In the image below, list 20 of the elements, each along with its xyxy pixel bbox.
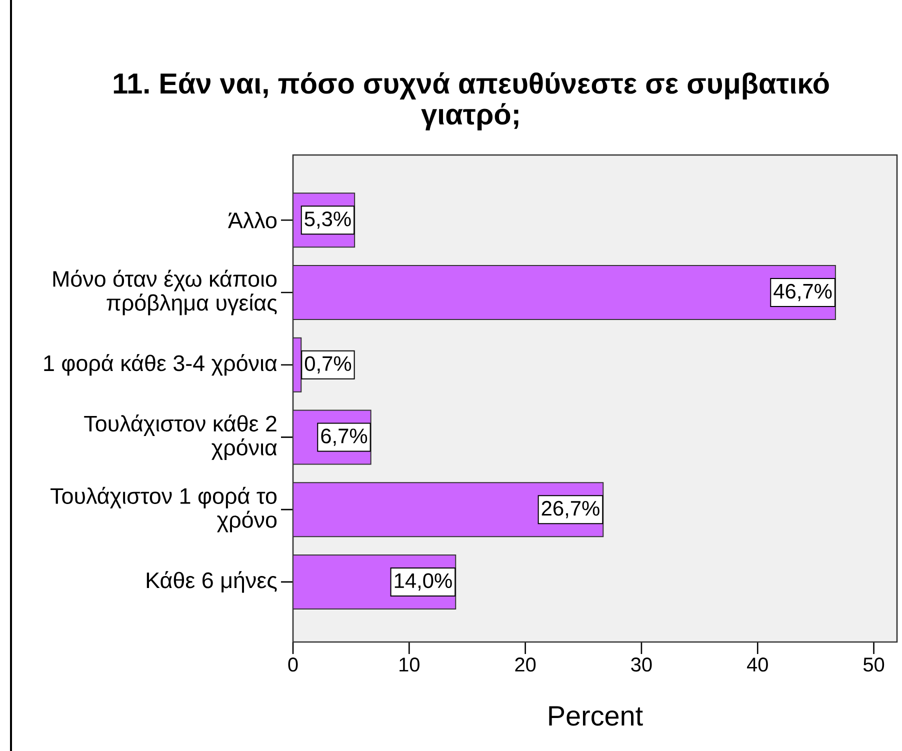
data-label: 14,0% xyxy=(394,573,452,591)
chart-title: 11. Εάν ναι, πόσο συχνά απευθύνεστε σε συμβατικό γιατρό; xyxy=(114,72,829,130)
y-tick-label: Άλλο xyxy=(228,212,277,228)
data-label: 26,7% xyxy=(542,500,600,518)
x-tick-label: 30 xyxy=(631,658,652,672)
y-tick-label: 1 φορά κάθε 3-4 χρόνια xyxy=(44,354,277,376)
data-label: 5,3% xyxy=(304,211,351,229)
x-tick-label: 10 xyxy=(400,658,420,672)
data-label: 0,7% xyxy=(304,356,352,374)
x-tick-label: 40 xyxy=(746,658,768,672)
y-tick-label: Κάθε 6 μήνες xyxy=(146,571,277,593)
x-tick-label: 20 xyxy=(515,658,536,672)
y-tick-label: Μόνο όταν έχω κάποιο πρόβλημα υγείας xyxy=(53,270,277,316)
x-axis-title: Percent xyxy=(549,706,643,726)
data-label: 46,7% xyxy=(774,284,832,302)
y-tick-label: Τουλάχιστον 1 φορά το χρόνο xyxy=(50,486,277,532)
data-label: 6,7% xyxy=(321,428,368,446)
x-tick-label: 0 xyxy=(288,658,298,672)
y-tick-label: Τουλάχιστον κάθε 2 χρόνια xyxy=(84,414,277,460)
x-tick-label: 50 xyxy=(863,658,884,672)
